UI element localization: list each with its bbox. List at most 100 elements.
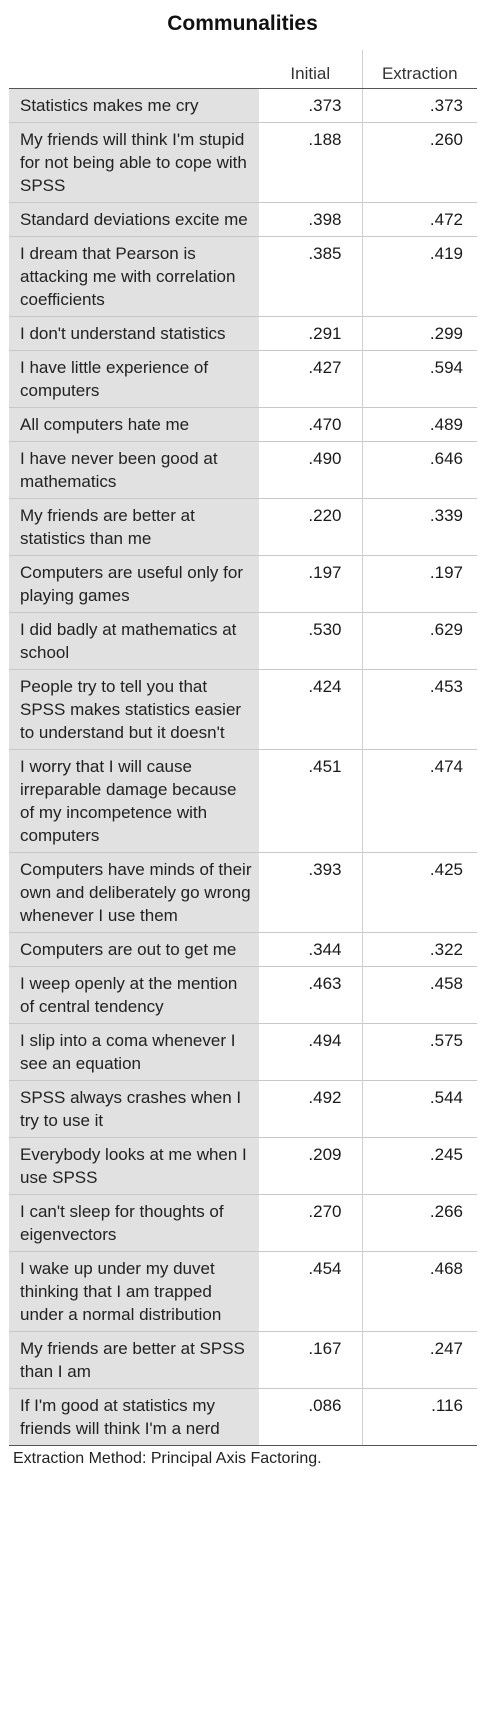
extraction-value: .299 [361,316,477,351]
table-row: If I'm good at statistics my friends wil… [9,1388,477,1446]
row-label: Standard deviations excite me [9,202,259,237]
initial-value: .344 [259,932,362,967]
table-row: My friends will think I'm stupid for not… [9,122,477,203]
initial-value: .427 [259,350,362,408]
initial-value: .463 [259,966,362,1024]
initial-value: .424 [259,669,362,750]
row-label: Statistics makes me cry [9,88,259,123]
communalities-table: Initial Extraction Statistics makes me c… [9,50,477,1446]
row-label: Computers are useful only for playing ga… [9,555,259,613]
row-label: If I'm good at statistics my friends wil… [9,1388,259,1446]
table-body: Statistics makes me cry .373.373 My friend… [9,88,477,1446]
initial-value: .490 [259,441,362,499]
table-row: Everybody looks at me when I use SPSS .20… [9,1137,477,1195]
extraction-value: .260 [361,122,477,203]
table-title: Communalities [167,12,318,35]
table-row: I did badly at mathematics at school .530… [9,612,477,670]
extraction-value: .472 [361,202,477,237]
row-label: I wake up under my duvet thinking that I… [9,1251,259,1332]
extraction-value: .629 [361,612,477,670]
extraction-value: .339 [361,498,477,556]
row-label: Computers have minds of their own and de… [9,852,259,933]
header-blank [9,50,259,89]
extraction-value: .322 [361,932,477,967]
header-row: Initial Extraction [9,50,477,89]
initial-value: .530 [259,612,362,670]
initial-value: .209 [259,1137,362,1195]
row-label: People try to tell you that SPSS makes s… [9,669,259,750]
extraction-value: .425 [361,852,477,933]
table-row: I worry that I will cause irreparable da… [9,749,477,853]
table-row: Computers are useful only for playing ga… [9,555,477,613]
extraction-value: .245 [361,1137,477,1195]
table-row: Computers have minds of their own and de… [9,852,477,933]
row-label: SPSS always crashes when I try to use it [9,1080,259,1138]
table-row: I dream that Pearson is attacking me wit… [9,236,477,317]
extraction-value: .197 [361,555,477,613]
initial-value: .197 [259,555,362,613]
extraction-value: .575 [361,1023,477,1081]
extraction-value: .594 [361,350,477,408]
row-label: I have little experience of computers [9,350,259,408]
row-label: I don't understand statistics [9,316,259,351]
row-label: Everybody looks at me when I use SPSS [9,1137,259,1195]
initial-value: .492 [259,1080,362,1138]
initial-value: .451 [259,749,362,853]
extraction-value: .646 [361,441,477,499]
extraction-value: .373 [361,88,477,123]
extraction-value: .458 [361,966,477,1024]
row-label: I dream that Pearson is attacking me wit… [9,236,259,317]
row-label: I slip into a coma whenever I see an equ… [9,1023,259,1081]
extraction-value: .419 [361,236,477,317]
row-label: My friends are better at statistics than… [9,498,259,556]
row-label: I weep openly at the mention of central … [9,966,259,1024]
table-row: All computers hate me .470.489 [9,407,477,442]
initial-value: .494 [259,1023,362,1081]
row-label: My friends will think I'm stupid for not… [9,122,259,203]
initial-value: .470 [259,407,362,442]
row-label: I have never been good at mathematics [9,441,259,499]
extraction-value: .474 [361,749,477,853]
header-extraction: Extraction [361,50,477,89]
table-row: Statistics makes me cry .373.373 [9,88,477,123]
initial-value: .270 [259,1194,362,1252]
table-row: I have never been good at mathematics .49… [9,441,477,499]
table-row: I weep openly at the mention of central … [9,966,477,1024]
table-row: Standard deviations excite me .398.472 [9,202,477,237]
table-row: I wake up under my duvet thinking that I… [9,1251,477,1332]
initial-value: .220 [259,498,362,556]
row-label: My friends are better at SPSS than I am [9,1331,259,1389]
extraction-value: .266 [361,1194,477,1252]
extraction-value: .489 [361,407,477,442]
row-label: All computers hate me [9,407,259,442]
extraction-value: .116 [361,1388,477,1446]
row-label: I did badly at mathematics at school [9,612,259,670]
table-row: I can't sleep for thoughts of eigenvecto… [9,1194,477,1252]
table-row: I have little experience of computers .42… [9,350,477,408]
table-row: SPSS always crashes when I try to use it… [9,1080,477,1138]
table-row: My friends are better at statistics than… [9,498,477,556]
initial-value: .188 [259,122,362,203]
row-label: I worry that I will cause irreparable da… [9,749,259,853]
table-row: I slip into a coma whenever I see an equ… [9,1023,477,1081]
initial-value: .373 [259,88,362,123]
initial-value: .393 [259,852,362,933]
table-row: My friends are better at SPSS than I am.… [9,1331,477,1389]
extraction-value: .468 [361,1251,477,1332]
initial-value: .385 [259,236,362,317]
extraction-value: .453 [361,669,477,750]
initial-value: .086 [259,1388,362,1446]
table-row: People try to tell you that SPSS makes s… [9,669,477,750]
footnote: Extraction Method: Principal Axis Factor… [13,1450,322,1467]
initial-value: .398 [259,202,362,237]
row-label: Computers are out to get me [9,932,259,967]
table-row: Computers are out to get me .344.322 [9,932,477,967]
header-initial: Initial [259,50,362,89]
initial-value: .454 [259,1251,362,1332]
extraction-value: .544 [361,1080,477,1138]
initial-value: .167 [259,1331,362,1389]
extraction-value: .247 [361,1331,477,1389]
row-label: I can't sleep for thoughts of eigenvecto… [9,1194,259,1252]
table-row: I don't understand statistics .291.299 [9,316,477,351]
